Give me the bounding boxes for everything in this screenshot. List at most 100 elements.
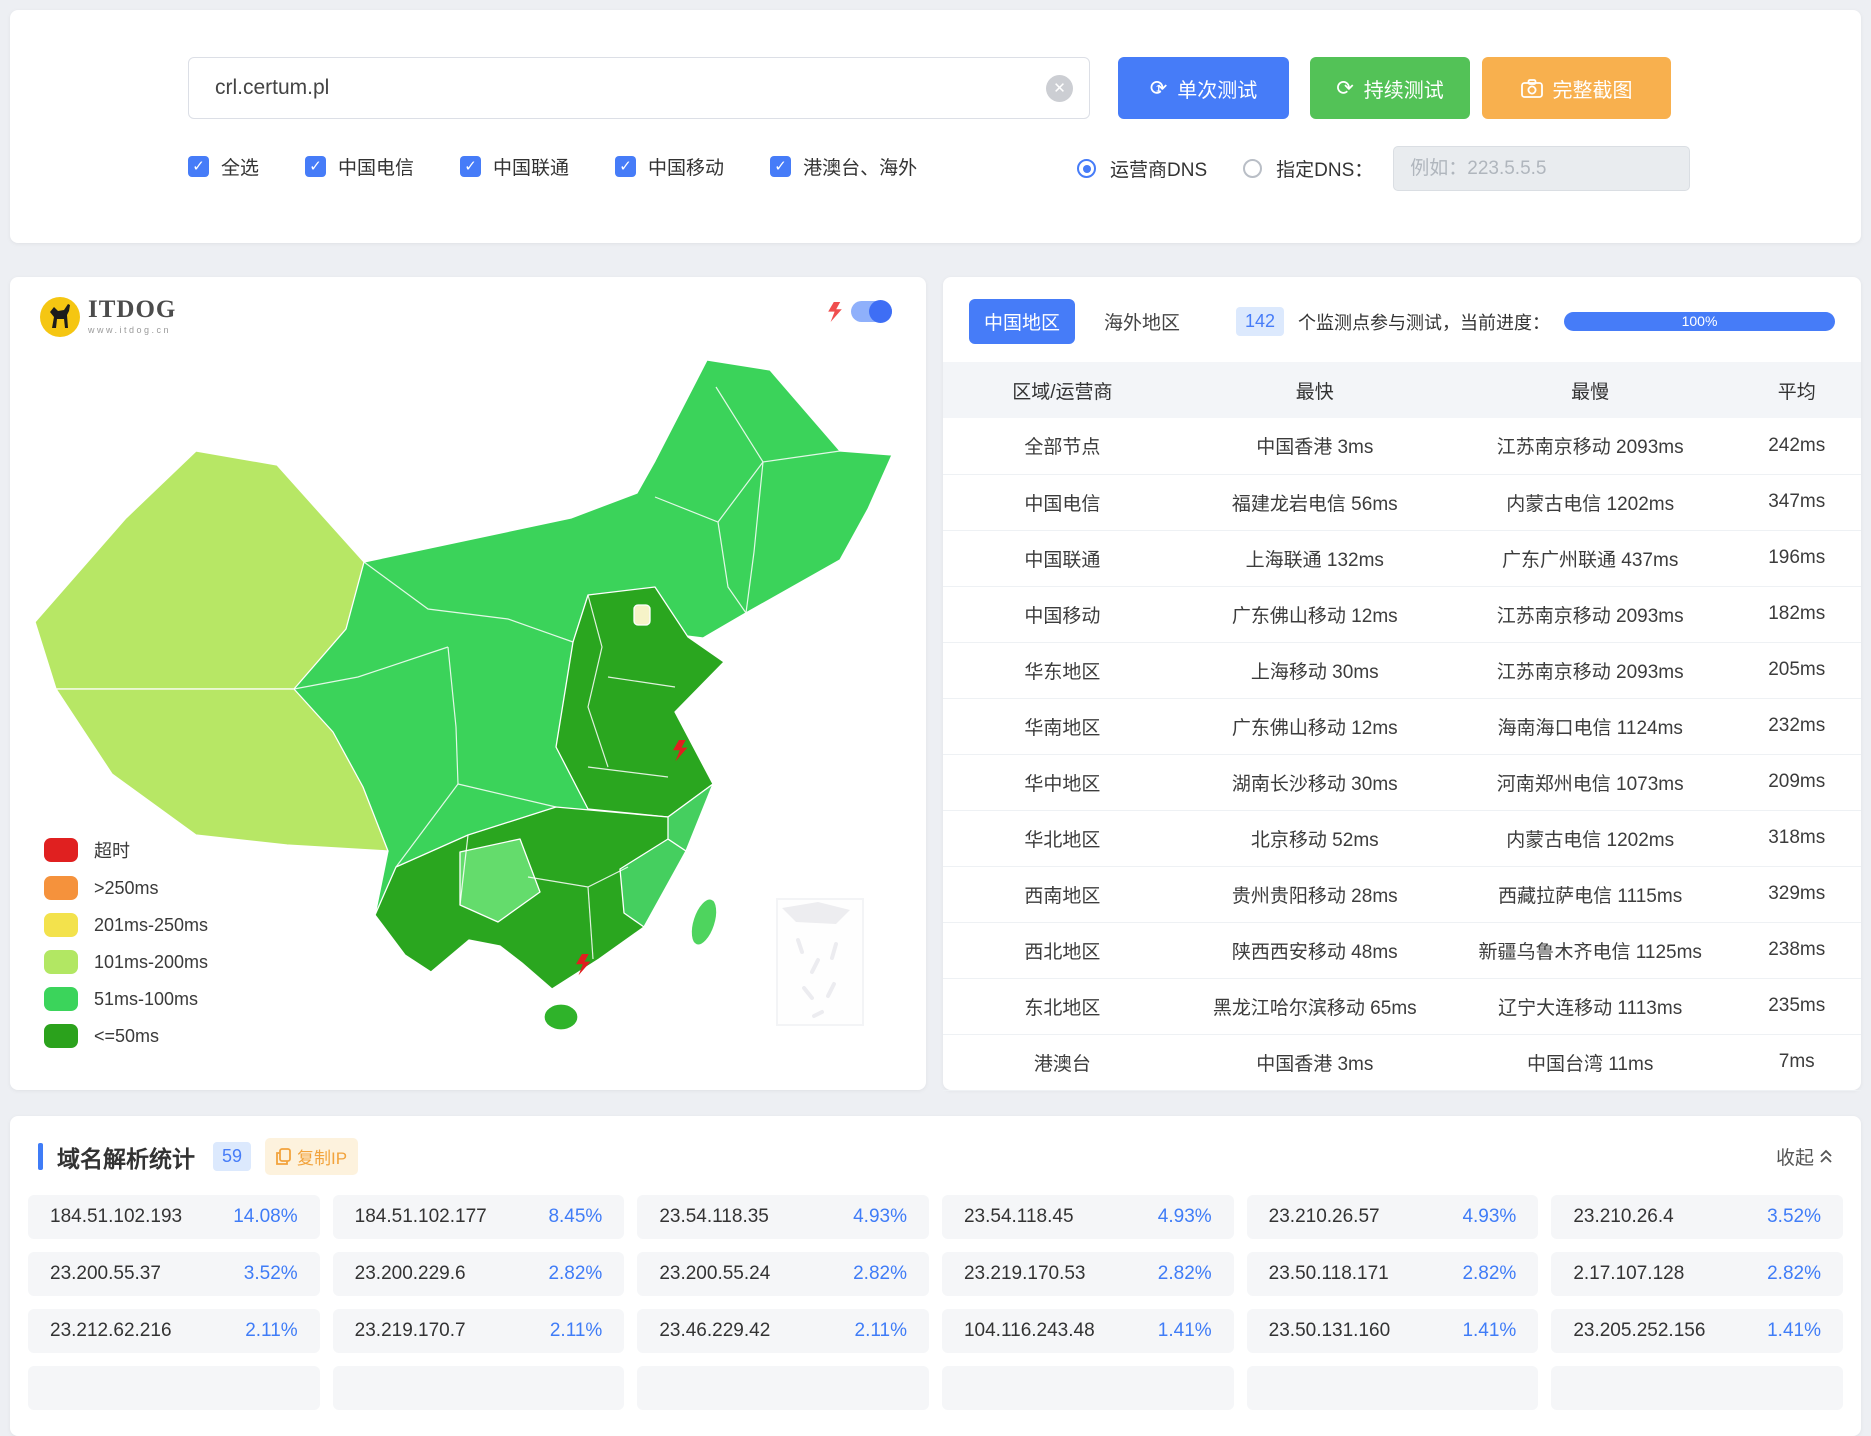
checkbox-checked-icon: ✓ [305,156,327,177]
avg-cell: 242ms [1732,418,1861,475]
copy-ip-label: 复制IP [297,1149,348,1168]
slowest-cell: 海南海口电信 1124ms [1447,698,1733,755]
radio-carrier-dns[interactable] [1077,159,1096,178]
ip-card [1246,1366,1539,1410]
clear-input-icon[interactable]: ✕ [1046,74,1073,102]
checkbox-hmt-overseas[interactable]: ✓ 港澳台、海外 [770,153,917,180]
results-header: 中国地区 海外地区 142 个监测点参与测试，当前进度： 100% [943,277,1861,344]
ip-card: 23.200.229.6 2.82% [332,1252,625,1296]
fastest-cell: 黑龙江哈尔滨移动 65ms [1181,978,1448,1035]
toggle-knob [869,300,892,323]
col-average: 平均 [1732,362,1861,418]
collapse-button[interactable]: 收起 [1776,1143,1833,1170]
copy-icon [276,1148,291,1165]
ip-card: 23.54.118.45 4.93% [941,1195,1234,1239]
region-cell: 华北地区 [943,810,1182,867]
legend-item: 201ms-250ms [44,913,208,937]
legend-swatch-le50 [44,1024,78,1048]
legend-swatch-timeout [44,838,78,862]
slowest-cell: 中国台湾 11ms [1447,1034,1733,1091]
fastest-cell: 广东佛山移动 12ms [1181,586,1448,643]
legend-item: 51ms-100ms [44,987,208,1011]
fastest-cell: 中国香港 3ms [1181,1034,1448,1091]
ip-card: 2.17.107.128 2.82% [1551,1252,1843,1296]
dog-logo-icon [40,297,80,337]
copy-ip-button[interactable]: 复制IP [265,1138,359,1175]
table-row: 华东地区 上海移动 30ms 江苏南京移动 2093ms 205ms [943,642,1861,699]
ip-card: 23.219.170.7 2.11% [332,1309,625,1353]
avg-cell: 318ms [1732,810,1861,867]
ip-card: 184.51.102.177 8.45% [332,1195,625,1239]
avg-cell: 7ms [1732,1034,1861,1091]
ip-card: 23.200.55.24 2.82% [637,1252,929,1296]
region-cell: 港澳台 [943,1034,1182,1091]
chevrons-up-icon [1820,1149,1832,1163]
progress-label: 个监测点参与测试，当前进度： [1298,312,1550,333]
col-region: 区域/运营商 [943,362,1182,418]
china-latency-map[interactable] [24,347,912,1047]
avg-cell: 232ms [1732,698,1861,755]
slowest-cell: 西藏拉萨电信 1115ms [1447,866,1733,923]
dns-options-row: 运营商DNS 指定DNS： [1077,146,1691,191]
checkbox-china-telecom[interactable]: ✓ 中国电信 [305,153,414,180]
lightning-icon [828,301,842,322]
checkbox-label: 中国电信 [338,158,415,179]
speed-mode-toggle[interactable] [851,300,892,323]
avg-cell: 347ms [1732,474,1861,531]
checkbox-checked-icon: ✓ [615,156,637,177]
full-screenshot-button[interactable]: 完整截图 [1482,57,1671,119]
ip-card: 23.200.55.37 3.52% [28,1252,320,1296]
legend-item: 101ms-200ms [44,950,208,974]
refresh-icon: ⟳ [1336,76,1354,100]
fastest-cell: 广东佛山移动 12ms [1181,698,1448,755]
title-accent-bar [38,1143,43,1170]
tab-overseas-region[interactable]: 海外地区 [1104,313,1181,334]
radio-custom-dns-label: 指定DNS： [1276,160,1374,181]
logo-subtitle: www.itdog.cn [88,325,172,335]
table-row: 全部节点 中国香港 3ms 江苏南京移动 2093ms 242ms [943,418,1861,475]
fastest-cell: 陕西西安移动 48ms [1181,922,1448,979]
legend-swatch-51-100 [44,987,78,1011]
ip-card: 23.50.118.171 2.82% [1246,1252,1539,1296]
ip-card: 23.212.62.216 2.11% [28,1309,320,1353]
table-row: 中国移动 广东佛山移动 12ms 江苏南京移动 2093ms 182ms [943,586,1861,643]
ip-card: 23.210.26.4 3.52% [1551,1195,1843,1239]
checkbox-china-mobile[interactable]: ✓ 中国移动 [615,153,724,180]
test-control-panel: ✕ ⟳1 单次测试 ⟳ 持续测试 完整截图 ✓ 全选 ✓ 中国电信 ✓ 中国联通… [10,10,1861,243]
south-china-sea-inset [776,898,864,1026]
legend-swatch-201-250 [44,913,78,937]
dns-stats-title: 域名解析统计 [57,1145,195,1172]
ip-card: 23.205.252.156 1.41% [1551,1309,1843,1353]
avg-cell: 205ms [1732,642,1861,699]
latency-table: 区域/运营商 最快 最慢 平均 全部节点 中国香港 3ms 江苏南京移动 209… [943,362,1861,1091]
fastest-cell: 北京移动 52ms [1181,810,1448,867]
col-fastest: 最快 [1181,362,1448,418]
fastest-cell: 上海联通 132ms [1181,530,1448,587]
checkbox-label: 中国联通 [493,158,570,179]
progress-bar: 100% [1564,312,1835,331]
camera-icon [1520,78,1543,98]
slowest-cell: 内蒙古电信 1202ms [1447,474,1733,531]
checkbox-china-unicom[interactable]: ✓ 中国联通 [460,153,569,180]
single-test-button[interactable]: ⟳ 1 单次测试 [1118,57,1289,119]
fastest-cell: 贵州贵阳移动 28ms [1181,866,1448,923]
tab-china-region[interactable]: 中国地区 [969,299,1076,344]
latency-map-panel: ITDOG www.itdog.cn [10,277,926,1090]
slowest-cell: 江苏南京移动 2093ms [1447,642,1733,699]
table-row: 中国联通 上海联通 132ms 广东广州联通 437ms 196ms [943,530,1861,587]
logo-title: ITDOG [88,296,177,323]
custom-dns-input[interactable] [1393,146,1691,191]
ip-count-badge: 59 [213,1142,252,1171]
ip-card: 23.219.170.53 2.82% [941,1252,1234,1296]
table-row: 港澳台 中国香港 3ms 中国台湾 11ms 7ms [943,1034,1861,1091]
ip-card [1551,1366,1843,1410]
radio-custom-dns[interactable] [1243,159,1263,178]
table-row: 华南地区 广东佛山移动 12ms 海南海口电信 1124ms 232ms [943,698,1861,755]
table-row: 西南地区 贵州贵阳移动 28ms 西藏拉萨电信 1115ms 329ms [943,866,1861,923]
checkbox-select-all[interactable]: ✓ 全选 [188,153,259,180]
continuous-test-button[interactable]: ⟳ 持续测试 [1310,57,1470,119]
checkbox-label: 中国移动 [648,158,725,179]
table-row: 东北地区 黑龙江哈尔滨移动 65ms 辽宁大连移动 1113ms 235ms [943,978,1861,1035]
url-input[interactable] [189,76,1046,100]
ip-card [941,1366,1234,1410]
